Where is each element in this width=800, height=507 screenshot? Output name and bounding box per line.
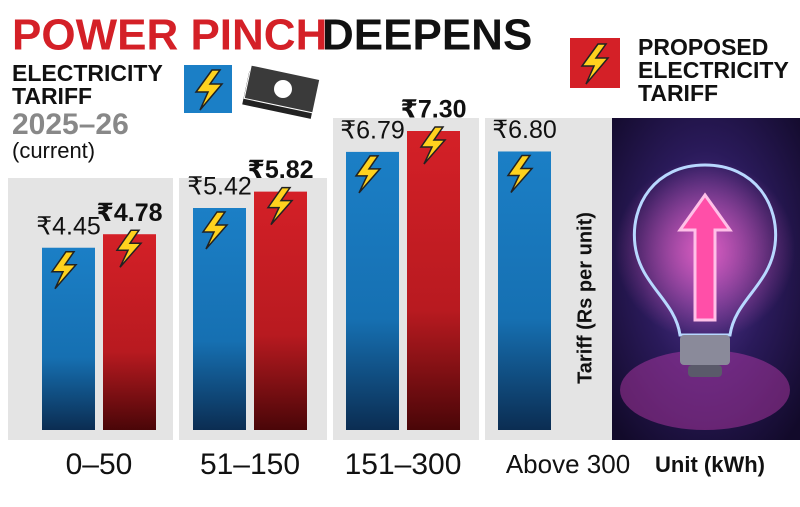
bulb-base <box>688 365 722 377</box>
money-icon <box>242 64 321 119</box>
bar <box>42 247 95 430</box>
value-label: ₹6.79 <box>340 116 405 144</box>
title-rest: DEEPENS <box>322 11 532 60</box>
x-axis-title: Unit (kWh) <box>655 452 765 477</box>
value-label: ₹7.30 <box>400 96 466 124</box>
bar <box>407 131 460 430</box>
bulb-arrow <box>677 192 733 322</box>
bar <box>103 234 156 430</box>
bar <box>254 191 307 430</box>
legend-label: ELECTRICITY TARIFF <box>12 60 163 109</box>
x-tick-label: Above 300 <box>506 449 630 479</box>
y-axis-title: Tariff (Rs per unit) <box>574 212 596 384</box>
bolt-icon <box>50 250 78 290</box>
bolt-icon <box>419 126 447 165</box>
legend-entry: ELECTRICITY TARIFF 2025–26 (current) <box>12 62 182 162</box>
value-label: ₹6.80 <box>492 116 557 144</box>
value-label: ₹4.78 <box>96 199 162 227</box>
bolt-icon <box>506 154 534 193</box>
bulb-base <box>680 335 730 365</box>
bolt-icon <box>266 186 294 226</box>
x-tick-label: 151–300 <box>345 448 462 481</box>
bar <box>498 151 551 431</box>
value-label: ₹4.45 <box>36 212 101 240</box>
bolt-icon <box>201 211 229 250</box>
bulb-glow <box>620 350 790 430</box>
legend-note: (current) <box>12 138 96 163</box>
legend-bolt <box>580 43 610 85</box>
legend-period: 2025–26 <box>12 108 129 141</box>
bolt-icon <box>115 229 143 268</box>
x-tick-label: 0–50 <box>66 448 133 481</box>
legend-label: PROPOSED ELECTRICITY TARIFF <box>638 34 789 106</box>
value-label: ₹5.82 <box>247 156 313 184</box>
legend-bolt <box>194 69 224 111</box>
bar <box>346 151 399 430</box>
x-tick-label: 51–150 <box>200 448 300 481</box>
bolt-icon <box>354 155 382 194</box>
title-highlight: POWER PINCH <box>12 11 327 60</box>
legend-entry: PROPOSED ELECTRICITY TARIFF <box>638 36 798 105</box>
bar <box>193 208 246 430</box>
value-label: ₹5.42 <box>187 173 252 201</box>
